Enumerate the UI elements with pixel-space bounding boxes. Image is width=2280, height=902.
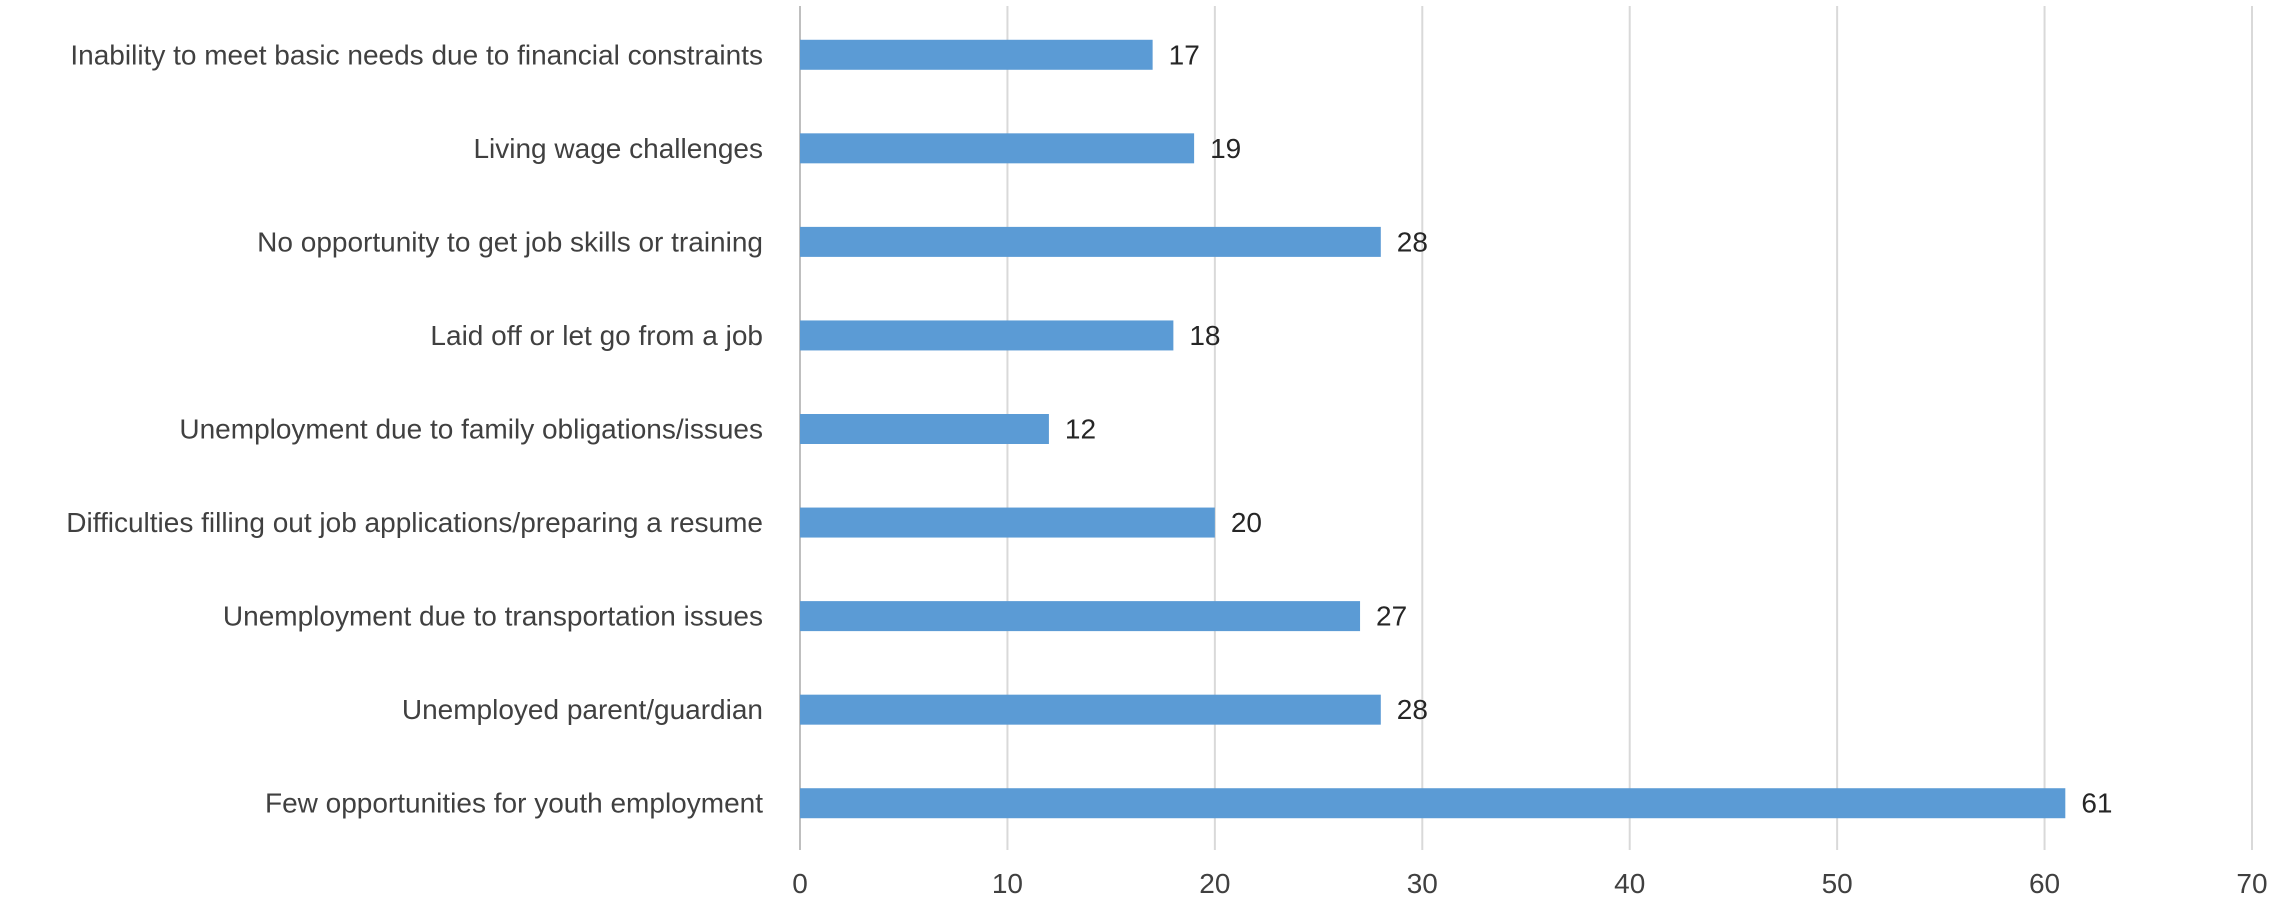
bar — [800, 694, 1381, 725]
data-label: 28 — [1397, 226, 1428, 257]
value-axis-tick-labels: 0 10 20 30 40 50 60 70 — [792, 868, 2267, 899]
category-label: Laid off or let go from a job — [430, 320, 763, 351]
data-label: 27 — [1376, 601, 1407, 632]
category-label: No opportunity to get job skills or trai… — [257, 226, 763, 257]
bar — [800, 133, 1195, 164]
tick-label: 30 — [1407, 868, 1438, 899]
category-label: Unemployed parent/guardian — [402, 694, 763, 725]
tick-label: 60 — [2029, 868, 2060, 899]
bar — [800, 320, 1174, 351]
tick-label: 20 — [1199, 868, 1230, 899]
category-label: Unemployment due to transportation issue… — [223, 601, 763, 632]
bar — [800, 414, 1049, 444]
bar — [800, 601, 1361, 632]
data-labels: 17 19 28 18 12 20 27 28 61 — [1065, 39, 2113, 818]
bars — [800, 39, 2066, 819]
category-label: Difficulties filling out job application… — [66, 507, 763, 538]
category-label: Living wage challenges — [473, 133, 763, 164]
data-label: 12 — [1065, 414, 1096, 445]
category-axis-labels: Inability to meet basic needs due to fin… — [66, 39, 763, 818]
tick-label: 0 — [792, 868, 808, 899]
tick-label: 50 — [1822, 868, 1853, 899]
category-label: Few opportunities for youth employment — [265, 788, 763, 819]
bar — [800, 39, 1153, 70]
bar — [800, 507, 1215, 538]
data-label: 19 — [1210, 133, 1241, 164]
tick-label: 10 — [992, 868, 1023, 899]
tick-label: 70 — [2236, 868, 2267, 899]
data-label: 28 — [1397, 694, 1428, 725]
data-label: 17 — [1169, 39, 1200, 70]
data-label: 20 — [1231, 507, 1262, 538]
category-label: Unemployment due to family obligations/i… — [179, 414, 763, 445]
data-label: 18 — [1189, 320, 1220, 351]
tick-label: 40 — [1614, 868, 1645, 899]
data-label: 61 — [2081, 788, 2112, 819]
bar — [800, 788, 2066, 819]
category-label: Inability to meet basic needs due to fin… — [70, 39, 763, 70]
bar — [800, 226, 1381, 257]
